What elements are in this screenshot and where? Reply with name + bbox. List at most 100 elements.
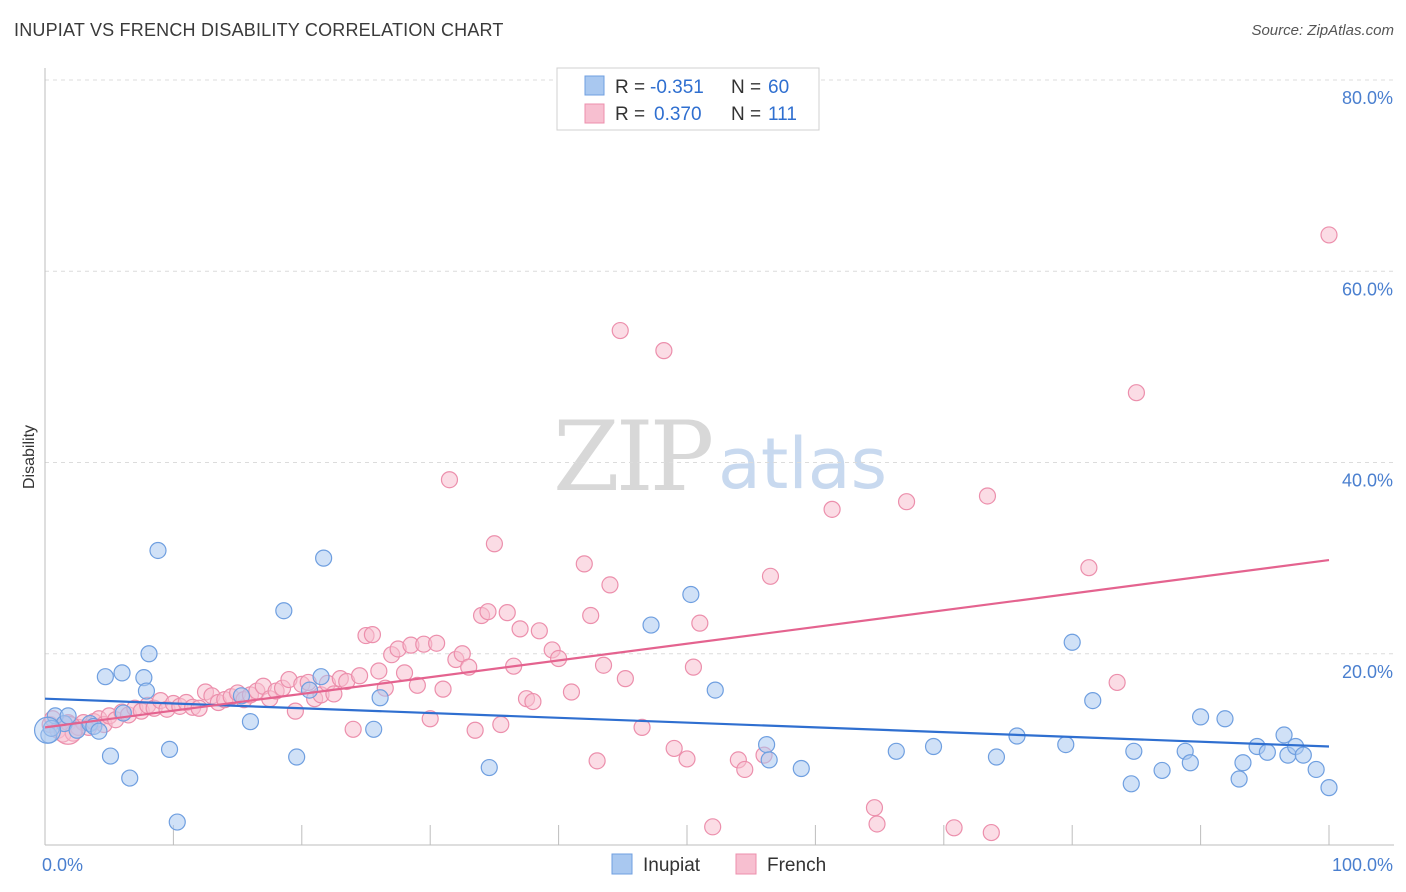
y-tick-label: 60.0% (1342, 279, 1393, 299)
french-point (575, 555, 593, 573)
inupiat-point (149, 541, 167, 560)
inupiat-point (480, 758, 498, 777)
y-tick-label: 80.0% (1342, 88, 1393, 108)
french-point (704, 818, 722, 836)
inupiat-point (232, 687, 251, 705)
legend-r-label-french: R = (615, 104, 645, 125)
inupiat-point (168, 813, 186, 831)
french-point (286, 702, 304, 720)
french-point (363, 626, 382, 644)
inupiat-point (288, 748, 306, 766)
french-point (479, 603, 497, 621)
bottom-legend-swatch-french (735, 853, 757, 875)
french-point (691, 614, 709, 632)
french-point (370, 662, 388, 680)
inupiat-point (887, 742, 905, 760)
top-legend: R = -0.351 N = 60 R = 0.370 N = 111 (556, 67, 820, 131)
inupiat-point (1057, 735, 1075, 754)
legend-n-value-inupiat: 60 (768, 77, 789, 98)
french-point (601, 576, 619, 594)
inupiat-point (1275, 726, 1293, 744)
french-point (611, 321, 629, 340)
inupiat-point (275, 602, 293, 620)
inupiat-point (1122, 775, 1140, 793)
inupiat-point (96, 668, 114, 686)
french-point (492, 715, 510, 734)
source-credit: Source: ZipAtlas.com (1251, 22, 1394, 39)
french-point (1080, 559, 1098, 577)
inupiat-point (682, 585, 700, 604)
legend-n-label-inupiat: N = (731, 77, 761, 98)
inupiat-point (365, 720, 383, 738)
french-point (524, 692, 542, 711)
legend-swatch-french (584, 103, 605, 124)
bottom-legend-label-french: French (767, 855, 826, 876)
inupiat-point (300, 681, 319, 699)
french-trend-line (44, 558, 1330, 729)
y-tick-labels: 20.0% 40.0% 60.0% 80.0% (1342, 88, 1393, 682)
inupiat-trend-line (44, 697, 1330, 748)
legend-r-value-french: 0.370 (654, 104, 702, 125)
y-axis-label: Disability (21, 425, 38, 489)
inupiat-point (160, 740, 179, 758)
french-point (982, 823, 1000, 842)
y-tick-label: 40.0% (1342, 471, 1393, 491)
inupiat-point (758, 735, 776, 754)
french-point (350, 667, 369, 685)
inupiat-points (33, 541, 1338, 831)
french-point (945, 819, 963, 837)
french-point (865, 799, 884, 817)
watermark-atlas: atlas (718, 423, 887, 505)
french-point (395, 664, 414, 682)
french-point (633, 718, 651, 736)
inupiat-point (137, 682, 156, 700)
french-point (594, 656, 613, 674)
legend-r-value-inupiat: -0.351 (650, 77, 704, 98)
inupiat-point (1216, 710, 1234, 728)
inupiat-point (1084, 692, 1102, 710)
french-point (588, 752, 606, 770)
bottom-legend-swatch-inupiat (611, 853, 633, 875)
inupiat-point (59, 707, 77, 725)
french-point (1108, 673, 1126, 692)
french-point (616, 670, 634, 688)
french-point (440, 471, 459, 489)
x-tick-labels: 0.0% 100.0% (42, 855, 1393, 875)
bottom-legend: Inupiat French (611, 853, 826, 876)
french-point (1127, 384, 1146, 402)
inupiat-point (42, 719, 61, 737)
legend-n-value-french: 111 (768, 104, 797, 125)
french-point (684, 658, 703, 676)
french-point (434, 680, 452, 698)
inupiat-point (315, 549, 333, 567)
french-point (530, 622, 548, 640)
french-point (582, 606, 600, 625)
inupiat-point (241, 713, 260, 731)
y-tick-label: 20.0% (1342, 662, 1393, 682)
french-point (344, 720, 362, 738)
legend-swatch-inupiat (584, 75, 605, 96)
french-point (736, 760, 754, 779)
french-point (408, 676, 426, 694)
inupiat-point (1181, 754, 1199, 772)
inupiat-point (101, 747, 120, 765)
french-point (549, 649, 568, 668)
inupiat-point (1294, 746, 1312, 764)
x-tick-label: 0.0% (42, 855, 83, 875)
inupiat-point (90, 722, 108, 740)
french-point (511, 620, 529, 638)
grid-lines (45, 79, 1394, 655)
watermark-zip: ZIP (553, 401, 712, 513)
inupiat-point (760, 751, 778, 769)
inupiat-point (1063, 633, 1081, 651)
french-point (428, 634, 446, 652)
inupiat-point (113, 664, 131, 682)
legend-r-label-inupiat: R = (615, 77, 645, 98)
inupiat-point (987, 748, 1006, 766)
french-point (655, 342, 673, 360)
french-point (897, 493, 916, 511)
french-point (761, 567, 780, 585)
french-point (466, 721, 484, 739)
inupiat-point (1320, 779, 1338, 797)
